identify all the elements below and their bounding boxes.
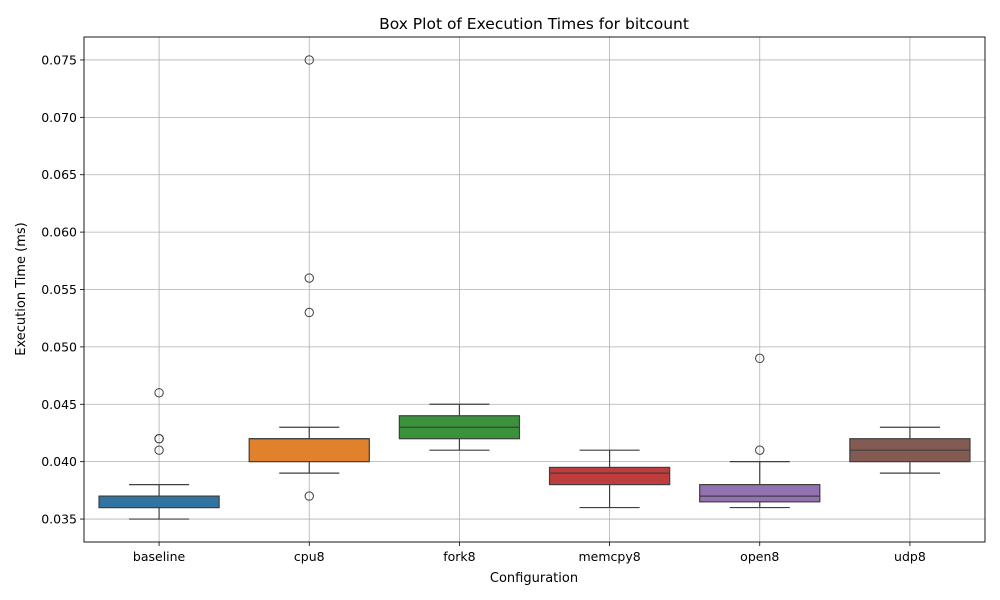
x-tick-label: memcpy8 (578, 549, 640, 564)
outlier-point (304, 55, 314, 65)
outlier-point (154, 434, 164, 444)
outlier-point (304, 273, 314, 283)
y-axis-ticks: 0.035 0.040 0.045 0.050 0.055 0.060 0.065 0.070… (41, 52, 84, 527)
box-udp8 (849, 426, 971, 474)
x-tick-label: cpu8 (294, 549, 325, 564)
box-baseline (98, 388, 220, 520)
box-series (98, 55, 971, 520)
x-axis-label: Configuration (490, 571, 578, 586)
iqr-box (548, 466, 671, 486)
iqr-box (699, 484, 821, 503)
outlier-point (755, 445, 765, 455)
outlier-point (755, 353, 765, 364)
outlier-point (304, 307, 314, 318)
y-tick-label: 0.035 (41, 512, 77, 527)
y-tick-label: 0.055 (41, 282, 77, 297)
x-tick-label: fork8 (443, 549, 475, 564)
plot-frame (83, 36, 986, 543)
outlier-point (304, 491, 314, 501)
y-tick-label: 0.045 (41, 397, 77, 412)
iqr-box (98, 495, 220, 509)
box-fork8 (398, 403, 521, 451)
x-tick-label: baseline (133, 549, 186, 564)
y-tick-label: 0.075 (41, 52, 77, 67)
x-tick-label: open8 (740, 549, 779, 564)
x-tick-label: udp8 (894, 549, 926, 564)
y-tick-label: 0.065 (41, 167, 77, 182)
box-memcpy8 (548, 449, 671, 509)
grid-lines (84, 37, 985, 542)
x-axis-ticks: baseline cpu8 fork8 memcpy8 open8 udp8 (133, 542, 926, 564)
outlier-point (154, 388, 164, 398)
y-tick-label: 0.040 (41, 454, 77, 469)
y-tick-label: 0.070 (41, 110, 77, 125)
y-tick-label: 0.060 (41, 225, 77, 240)
y-axis-label: Execution Time (ms) (14, 222, 29, 355)
box-cpu8 (248, 55, 370, 501)
y-tick-label: 0.050 (41, 339, 77, 354)
iqr-box (248, 438, 370, 463)
box-open8 (699, 353, 821, 509)
outlier-point (154, 445, 164, 455)
chart-title: Box Plot of Execution Times for bitcount (379, 15, 689, 33)
